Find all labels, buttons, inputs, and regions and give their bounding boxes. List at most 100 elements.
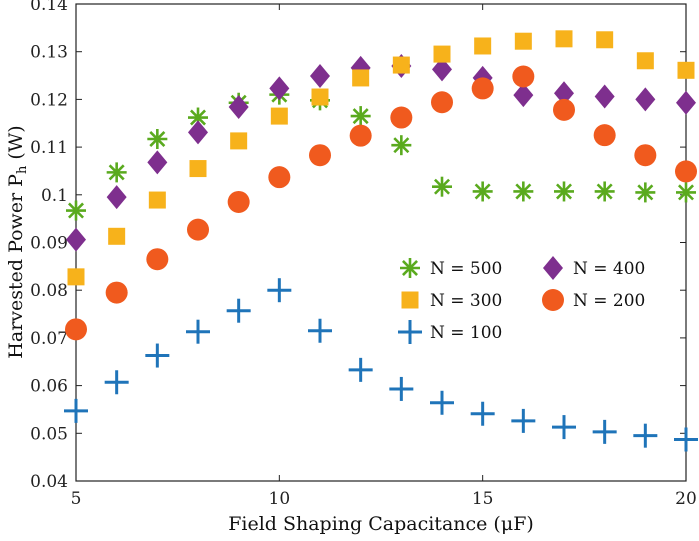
- data-point: [474, 37, 492, 55]
- data-point: [594, 181, 615, 202]
- data-point: [390, 106, 413, 129]
- legend-marker: [543, 256, 563, 280]
- y-tick-label: 0.05: [30, 424, 68, 444]
- data-point: [470, 401, 495, 426]
- legend-marker: [542, 289, 564, 311]
- data-point: [145, 343, 170, 368]
- axis-ticks: 5 10 15 20 0.04 0.05 0.06 0.07 0.08 0.09 0.1 0.11 0.…: [30, 0, 697, 509]
- x-tick-label: 5: [71, 489, 82, 509]
- series-n-300: [67, 30, 695, 286]
- x-tick-label: 15: [472, 489, 494, 509]
- data-point: [104, 370, 129, 395]
- y-axis-label-subscript: h: [15, 165, 30, 174]
- legend: N = 500 N = 400 N = 300 N = 200 N = 100: [398, 256, 645, 344]
- data-point: [432, 176, 452, 197]
- legend-marker: [398, 320, 422, 344]
- data-point: [513, 181, 534, 202]
- data-point: [188, 120, 208, 145]
- y-tick-label: 0.1: [41, 186, 68, 206]
- data-point: [269, 76, 290, 101]
- data-point: [308, 318, 332, 343]
- data-point: [596, 31, 614, 49]
- data-point: [392, 56, 410, 74]
- legend-item: N = 300: [401, 291, 502, 311]
- legend-label: N = 400: [573, 259, 645, 279]
- data-point: [106, 162, 127, 183]
- legend-item: N = 400: [543, 256, 645, 280]
- legend-marker: [400, 258, 420, 278]
- y-tick-label: 0.08: [30, 281, 68, 301]
- data-point: [552, 415, 576, 440]
- data-point: [554, 81, 574, 106]
- data-point: [186, 319, 210, 344]
- data-point: [148, 191, 166, 209]
- data-point: [675, 160, 697, 183]
- series-n-400: [66, 54, 696, 252]
- data-point: [634, 144, 657, 167]
- data-point: [348, 357, 373, 382]
- y-axis-label: Harvested Power Ph (W): [5, 125, 30, 358]
- data-point: [267, 278, 292, 303]
- data-point: [106, 185, 127, 210]
- legend-label: N = 200: [573, 291, 645, 311]
- series-n-100: [64, 278, 698, 452]
- data-point: [310, 64, 330, 89]
- data-point: [676, 182, 696, 203]
- legend-label: N = 100: [430, 323, 502, 343]
- y-tick-label: 0.14: [30, 0, 68, 15]
- data-point: [677, 61, 695, 79]
- data-point: [635, 182, 656, 203]
- data-marks: [64, 30, 698, 452]
- data-point: [512, 65, 535, 88]
- data-point: [146, 248, 169, 271]
- data-point: [513, 83, 534, 108]
- data-point: [226, 298, 251, 323]
- data-point: [228, 95, 249, 120]
- data-point: [311, 88, 329, 106]
- data-point: [430, 390, 454, 415]
- data-point: [270, 107, 288, 125]
- data-point: [147, 128, 168, 149]
- data-point: [66, 200, 86, 221]
- y-tick-label: 0.06: [30, 377, 68, 397]
- data-point: [187, 218, 209, 241]
- data-point: [147, 150, 168, 175]
- x-tick-label: 20: [675, 489, 697, 509]
- x-axis-label: Field Shaping Capacitance (μF): [228, 513, 534, 535]
- data-point: [431, 91, 453, 114]
- y-tick-label: 0.04: [30, 472, 68, 492]
- data-point: [349, 124, 372, 147]
- data-point: [635, 87, 656, 112]
- y-tick-label: 0.07: [30, 329, 68, 349]
- data-point: [553, 98, 575, 121]
- data-point: [636, 52, 654, 70]
- data-point: [593, 124, 616, 147]
- series-n-200: [65, 65, 697, 341]
- legend-item: N = 100: [398, 320, 502, 344]
- legend-item: N = 500: [400, 258, 502, 279]
- y-tick-label: 0.11: [30, 138, 68, 158]
- data-point: [433, 45, 451, 63]
- y-tick-label: 0.12: [30, 90, 68, 110]
- legend-marker: [401, 291, 419, 309]
- data-point: [432, 57, 452, 82]
- data-point: [105, 281, 128, 304]
- y-axis-label-main: Harvested Power P: [5, 174, 27, 359]
- data-point: [67, 268, 85, 286]
- data-point: [554, 181, 574, 202]
- y-tick-label: 0.13: [30, 43, 68, 63]
- data-point: [511, 408, 536, 433]
- data-point: [391, 135, 412, 156]
- legend-label: N = 300: [430, 291, 502, 311]
- data-point: [633, 423, 658, 448]
- legend-label: N = 500: [430, 259, 502, 279]
- y-axis-label-unit: (W): [5, 125, 27, 159]
- data-point: [350, 106, 371, 127]
- data-point: [65, 318, 87, 341]
- data-point: [674, 427, 698, 452]
- plot-frame: [75, 3, 687, 482]
- data-point: [514, 32, 532, 50]
- data-point: [227, 190, 250, 213]
- data-point: [676, 90, 696, 115]
